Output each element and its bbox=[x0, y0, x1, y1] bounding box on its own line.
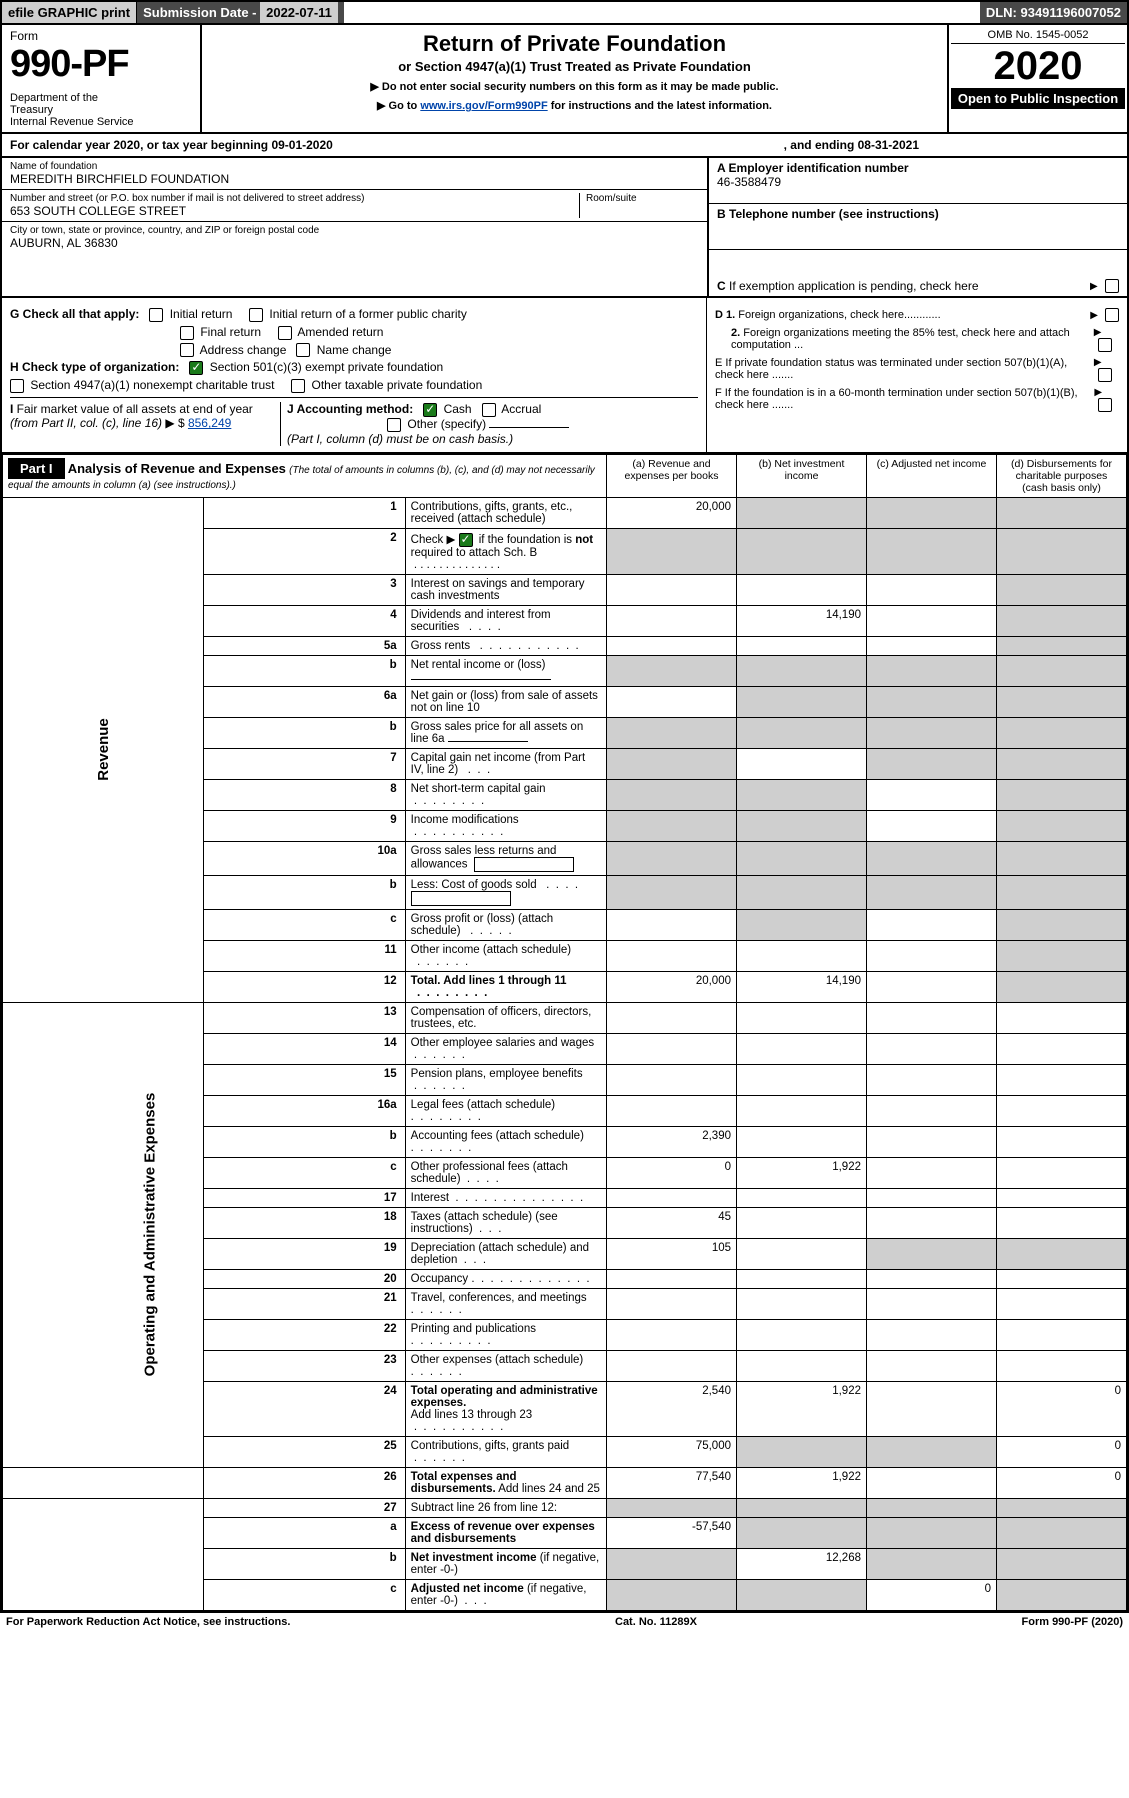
exemption-pending-cell: C If exemption application is pending, c… bbox=[709, 250, 1127, 296]
table-row: Revenue 1Contributions, gifts, grants, e… bbox=[3, 497, 1127, 528]
form-word: Form bbox=[10, 29, 192, 43]
d2-row: 2. Foreign organizations meeting the 85%… bbox=[715, 326, 1119, 352]
submission-date: 2022-07-11 bbox=[260, 2, 338, 23]
chk-final-return[interactable] bbox=[180, 326, 194, 340]
address-cell: Number and street (or P.O. box number if… bbox=[10, 193, 579, 218]
foundation-name-cell: Name of foundation MEREDITH BIRCHFIELD F… bbox=[2, 158, 707, 190]
form-title: Return of Private Foundation bbox=[212, 31, 937, 57]
i-block: I Fair market value of all assets at end… bbox=[10, 402, 280, 446]
form-note-2: ▶ Go to www.irs.gov/Form990PF for instru… bbox=[212, 99, 937, 112]
col-d-header: (d) Disbursements for charitable purpose… bbox=[997, 454, 1127, 497]
street-address: 653 SOUTH COLLEGE STREET bbox=[10, 204, 573, 218]
col-a-header: (a) Revenue and expenses per books bbox=[607, 454, 737, 497]
top-bar: efile GRAPHIC print Submission Date - 20… bbox=[2, 2, 1127, 25]
ein-value: 46-3588479 bbox=[717, 175, 1119, 189]
form-subtitle: or Section 4947(a)(1) Trust Treated as P… bbox=[212, 59, 937, 74]
ein-cell: A Employer identification number 46-3588… bbox=[709, 158, 1127, 204]
chk-other-taxable[interactable] bbox=[291, 379, 305, 393]
chk-schb[interactable] bbox=[459, 533, 473, 547]
chk-other-method[interactable] bbox=[387, 418, 401, 432]
department-label: Department of theTreasuryInternal Revenu… bbox=[10, 92, 192, 128]
fmv-value[interactable]: 856,249 bbox=[188, 416, 231, 430]
form-note-1: ▶ Do not enter social security numbers o… bbox=[212, 80, 937, 93]
omb-number: OMB No. 1545-0052 bbox=[951, 27, 1125, 44]
city-cell: City or town, state or province, country… bbox=[2, 222, 707, 253]
chk-initial-public[interactable] bbox=[249, 308, 263, 322]
form-number: 990-PF bbox=[10, 43, 192, 86]
col-c-header: (c) Adjusted net income bbox=[867, 454, 997, 497]
phone-cell: B Telephone number (see instructions) bbox=[709, 204, 1127, 250]
footer-right: Form 990-PF (2020) bbox=[1022, 1616, 1124, 1628]
j-block: J Accounting method: Cash Accrual Other … bbox=[280, 402, 698, 446]
oae-side-label: Operating and Administrative Expenses bbox=[3, 1002, 204, 1467]
footer: For Paperwork Reduction Act Notice, see … bbox=[0, 1613, 1129, 1631]
d1-row: D 1. Foreign organizations, check here..… bbox=[715, 308, 1119, 322]
year-block: OMB No. 1545-0052 2020 Open to Public In… bbox=[947, 25, 1127, 132]
f-row: F If the foundation is in a 60-month ter… bbox=[715, 386, 1119, 412]
chk-address-change[interactable] bbox=[180, 343, 194, 357]
chk-d1[interactable] bbox=[1105, 308, 1119, 322]
city-state-zip: AUBURN, AL 36830 bbox=[10, 236, 699, 250]
g-row: G Check all that apply: Initial return I… bbox=[10, 307, 698, 322]
form-title-block: Return of Private Foundation or Section … bbox=[202, 25, 947, 132]
e-row: E If private foundation status was termi… bbox=[715, 356, 1119, 382]
submission-date-label: Submission Date - 2022-07-11 bbox=[137, 2, 344, 23]
footer-left: For Paperwork Reduction Act Notice, see … bbox=[6, 1616, 290, 1628]
chk-amended[interactable] bbox=[278, 326, 292, 340]
chk-name-change[interactable] bbox=[296, 343, 310, 357]
checkbox-c[interactable] bbox=[1105, 279, 1119, 293]
chk-4947[interactable] bbox=[10, 379, 24, 393]
chk-d2[interactable] bbox=[1098, 338, 1112, 352]
footer-mid: Cat. No. 11289X bbox=[615, 1616, 697, 1628]
table-row: Operating and Administrative Expenses 13… bbox=[3, 1002, 1127, 1033]
part1-table: Part I Analysis of Revenue and Expenses … bbox=[2, 454, 1127, 1611]
room-suite-cell: Room/suite bbox=[579, 193, 699, 218]
dln: DLN: 93491196007052 bbox=[980, 2, 1127, 23]
part1-title: Analysis of Revenue and Expenses bbox=[68, 461, 286, 476]
col-b-header: (b) Net investment income bbox=[737, 454, 867, 497]
part1-label: Part I bbox=[8, 458, 65, 479]
table-row: 27Subtract line 26 from line 12: bbox=[3, 1498, 1127, 1517]
open-to-public: Open to Public Inspection bbox=[951, 88, 1125, 109]
chk-f[interactable] bbox=[1098, 398, 1112, 412]
tax-year: 2020 bbox=[951, 44, 1125, 88]
revenue-side-label: Revenue bbox=[3, 497, 204, 1002]
chk-501c3[interactable] bbox=[189, 361, 203, 375]
calendar-year-row: For calendar year 2020, or tax year begi… bbox=[2, 134, 1127, 158]
chk-initial-return[interactable] bbox=[149, 308, 163, 322]
chk-accrual[interactable] bbox=[482, 403, 496, 417]
table-row: 26Total expenses and disbursements. Add … bbox=[3, 1467, 1127, 1498]
chk-cash[interactable] bbox=[423, 403, 437, 417]
chk-e[interactable] bbox=[1098, 368, 1112, 382]
foundation-name: MEREDITH BIRCHFIELD FOUNDATION bbox=[10, 172, 699, 186]
irs-link[interactable]: www.irs.gov/Form990PF bbox=[420, 100, 547, 112]
efile-print-btn[interactable]: efile GRAPHIC print bbox=[2, 2, 137, 23]
h-row: H Check type of organization: Section 50… bbox=[10, 360, 698, 375]
form-id-block: Form 990-PF Department of theTreasuryInt… bbox=[2, 25, 202, 132]
